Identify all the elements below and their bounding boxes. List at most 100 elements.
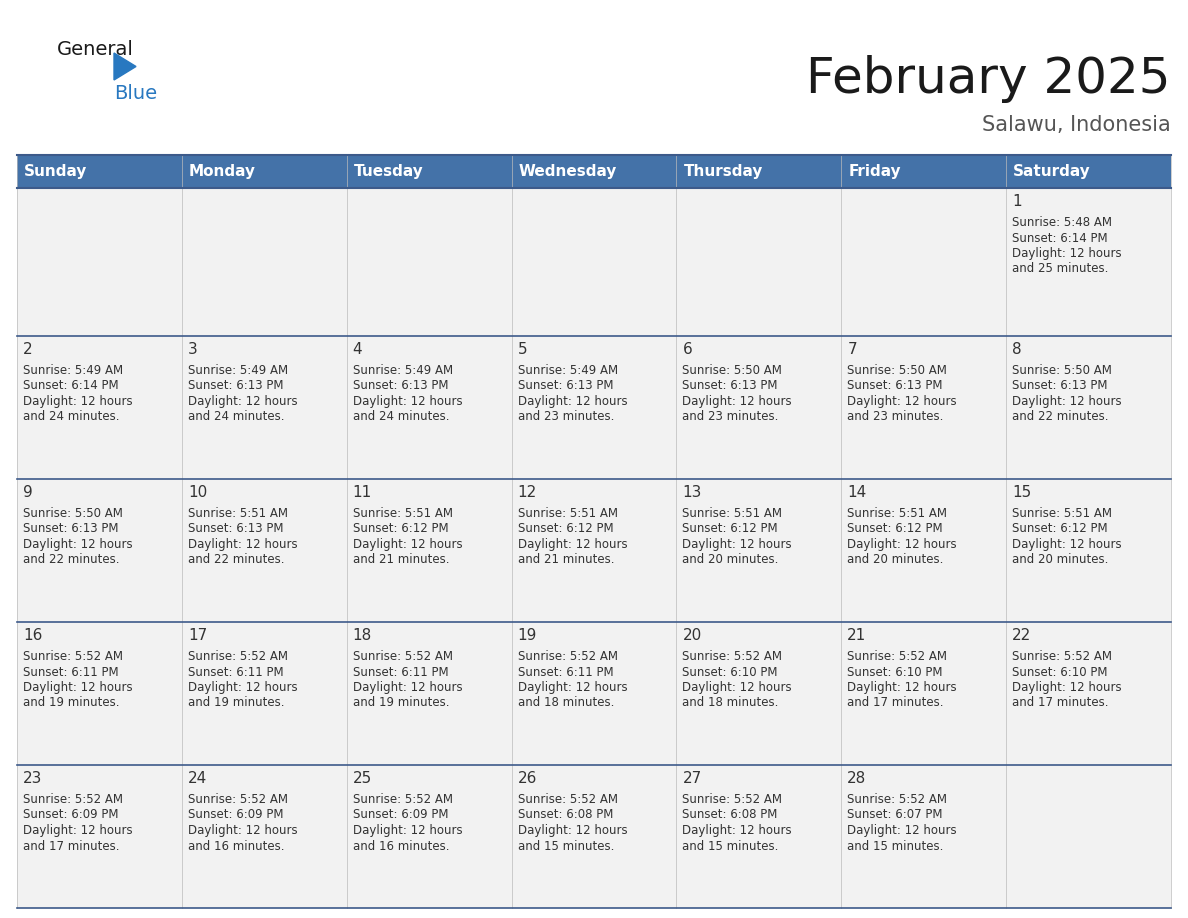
Text: 27: 27 <box>682 771 702 786</box>
Text: and 20 minutes.: and 20 minutes. <box>847 554 943 566</box>
Text: 14: 14 <box>847 485 866 500</box>
Bar <box>17 479 182 622</box>
Text: and 23 minutes.: and 23 minutes. <box>682 410 779 423</box>
Text: Sunrise: 5:48 AM: Sunrise: 5:48 AM <box>1012 216 1112 229</box>
Text: 26: 26 <box>518 771 537 786</box>
Text: 12: 12 <box>518 485 537 500</box>
Bar <box>182 479 347 622</box>
Text: and 21 minutes.: and 21 minutes. <box>353 554 449 566</box>
Bar <box>1006 622 1171 765</box>
Text: and 17 minutes.: and 17 minutes. <box>847 697 943 710</box>
Text: Daylight: 12 hours: Daylight: 12 hours <box>682 395 792 408</box>
Text: Sunset: 6:11 PM: Sunset: 6:11 PM <box>188 666 284 678</box>
Text: Sunset: 6:13 PM: Sunset: 6:13 PM <box>188 379 284 393</box>
Text: and 24 minutes.: and 24 minutes. <box>353 410 449 423</box>
Text: and 22 minutes.: and 22 minutes. <box>188 554 284 566</box>
Text: 9: 9 <box>23 485 33 500</box>
Text: Thursday: Thursday <box>683 164 763 179</box>
Bar <box>841 155 1006 188</box>
Text: Daylight: 12 hours: Daylight: 12 hours <box>1012 247 1121 260</box>
Text: Sunrise: 5:50 AM: Sunrise: 5:50 AM <box>1012 364 1112 377</box>
Text: Sunset: 6:09 PM: Sunset: 6:09 PM <box>23 809 119 822</box>
Bar <box>841 479 1006 622</box>
Text: 22: 22 <box>1012 628 1031 643</box>
Text: Sunset: 6:08 PM: Sunset: 6:08 PM <box>518 809 613 822</box>
Text: Sunset: 6:12 PM: Sunset: 6:12 PM <box>518 522 613 535</box>
Text: and 20 minutes.: and 20 minutes. <box>1012 554 1108 566</box>
Text: Sunrise: 5:52 AM: Sunrise: 5:52 AM <box>518 650 618 663</box>
Text: 25: 25 <box>353 771 372 786</box>
Text: Sunrise: 5:52 AM: Sunrise: 5:52 AM <box>353 650 453 663</box>
Bar <box>676 336 841 479</box>
Text: Sunrise: 5:49 AM: Sunrise: 5:49 AM <box>188 364 287 377</box>
Text: Wednesday: Wednesday <box>519 164 617 179</box>
Text: Sunrise: 5:52 AM: Sunrise: 5:52 AM <box>682 650 783 663</box>
Bar <box>17 155 182 188</box>
Bar <box>347 188 512 336</box>
Text: February 2025: February 2025 <box>807 55 1171 103</box>
Text: Sunrise: 5:50 AM: Sunrise: 5:50 AM <box>682 364 783 377</box>
Text: Daylight: 12 hours: Daylight: 12 hours <box>188 395 297 408</box>
Bar <box>347 765 512 908</box>
Bar <box>841 188 1006 336</box>
Bar <box>841 765 1006 908</box>
Text: Daylight: 12 hours: Daylight: 12 hours <box>353 681 462 694</box>
Polygon shape <box>114 53 135 80</box>
Bar <box>1006 188 1171 336</box>
Text: Sunset: 6:10 PM: Sunset: 6:10 PM <box>682 666 778 678</box>
Bar <box>182 336 347 479</box>
Bar <box>182 765 347 908</box>
Text: Sunset: 6:12 PM: Sunset: 6:12 PM <box>353 522 448 535</box>
Text: and 15 minutes.: and 15 minutes. <box>847 839 943 853</box>
Text: 16: 16 <box>23 628 43 643</box>
Text: Sunset: 6:11 PM: Sunset: 6:11 PM <box>518 666 613 678</box>
Text: Sunrise: 5:52 AM: Sunrise: 5:52 AM <box>188 793 287 806</box>
Bar <box>1006 479 1171 622</box>
Text: 2: 2 <box>23 342 32 357</box>
Bar <box>182 188 347 336</box>
Text: 18: 18 <box>353 628 372 643</box>
Bar <box>676 479 841 622</box>
Text: Sunrise: 5:51 AM: Sunrise: 5:51 AM <box>188 507 287 520</box>
Text: Sunset: 6:12 PM: Sunset: 6:12 PM <box>1012 522 1107 535</box>
Text: Sunrise: 5:52 AM: Sunrise: 5:52 AM <box>847 650 947 663</box>
Text: 13: 13 <box>682 485 702 500</box>
Bar <box>676 155 841 188</box>
Text: Daylight: 12 hours: Daylight: 12 hours <box>23 538 133 551</box>
Text: and 16 minutes.: and 16 minutes. <box>188 839 284 853</box>
Bar <box>676 188 841 336</box>
Text: Sunrise: 5:50 AM: Sunrise: 5:50 AM <box>23 507 122 520</box>
Text: Daylight: 12 hours: Daylight: 12 hours <box>682 681 792 694</box>
Text: and 20 minutes.: and 20 minutes. <box>682 554 779 566</box>
Text: and 22 minutes.: and 22 minutes. <box>23 554 120 566</box>
Text: Sunset: 6:07 PM: Sunset: 6:07 PM <box>847 809 943 822</box>
Text: Sunrise: 5:51 AM: Sunrise: 5:51 AM <box>518 507 618 520</box>
Bar <box>512 479 676 622</box>
Text: 1: 1 <box>1012 194 1022 209</box>
Text: Salawu, Indonesia: Salawu, Indonesia <box>982 115 1171 135</box>
Bar <box>17 336 182 479</box>
Text: Sunrise: 5:49 AM: Sunrise: 5:49 AM <box>353 364 453 377</box>
Text: Sunset: 6:13 PM: Sunset: 6:13 PM <box>1012 379 1107 393</box>
Text: Sunset: 6:09 PM: Sunset: 6:09 PM <box>353 809 448 822</box>
Bar <box>17 622 182 765</box>
Text: Sunset: 6:10 PM: Sunset: 6:10 PM <box>847 666 943 678</box>
Text: Sunrise: 5:52 AM: Sunrise: 5:52 AM <box>23 793 124 806</box>
Text: and 17 minutes.: and 17 minutes. <box>1012 697 1108 710</box>
Text: Sunrise: 5:52 AM: Sunrise: 5:52 AM <box>353 793 453 806</box>
Text: Sunset: 6:12 PM: Sunset: 6:12 PM <box>847 522 943 535</box>
Text: Sunset: 6:13 PM: Sunset: 6:13 PM <box>188 522 284 535</box>
Bar <box>676 622 841 765</box>
Text: Sunset: 6:09 PM: Sunset: 6:09 PM <box>188 809 284 822</box>
Text: Daylight: 12 hours: Daylight: 12 hours <box>518 681 627 694</box>
Text: Sunset: 6:11 PM: Sunset: 6:11 PM <box>23 666 119 678</box>
Text: Daylight: 12 hours: Daylight: 12 hours <box>1012 681 1121 694</box>
Bar <box>512 188 676 336</box>
Text: Daylight: 12 hours: Daylight: 12 hours <box>353 824 462 837</box>
Text: Sunrise: 5:51 AM: Sunrise: 5:51 AM <box>847 507 947 520</box>
Text: Daylight: 12 hours: Daylight: 12 hours <box>188 681 297 694</box>
Text: Sunset: 6:12 PM: Sunset: 6:12 PM <box>682 522 778 535</box>
Text: and 16 minutes.: and 16 minutes. <box>353 839 449 853</box>
Text: Daylight: 12 hours: Daylight: 12 hours <box>353 538 462 551</box>
Text: and 19 minutes.: and 19 minutes. <box>353 697 449 710</box>
